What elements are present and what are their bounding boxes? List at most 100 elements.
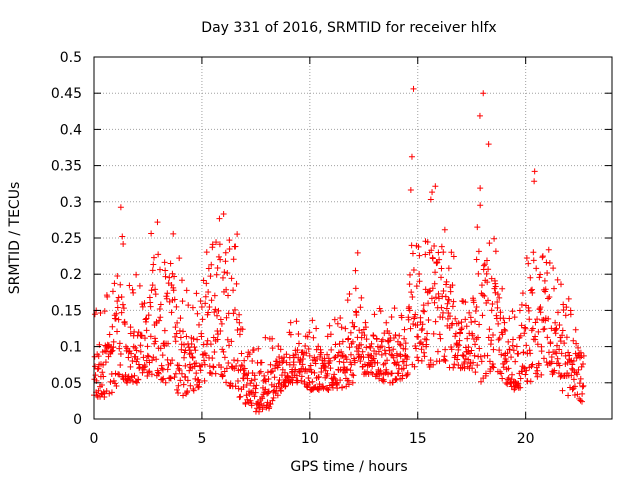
- data-point: [425, 300, 432, 307]
- data-point: [351, 359, 358, 366]
- data-point: [402, 346, 409, 353]
- data-point: [199, 316, 206, 323]
- data-point: [117, 350, 124, 357]
- data-point: [170, 287, 177, 294]
- data-point: [496, 335, 503, 342]
- data-point: [397, 342, 404, 349]
- data-point: [378, 343, 385, 350]
- data-point: [489, 300, 496, 307]
- data-point: [259, 395, 266, 402]
- data-point: [133, 379, 140, 386]
- data-point: [327, 357, 334, 364]
- data-point: [207, 341, 214, 348]
- data-point: [209, 241, 216, 248]
- data-point: [221, 368, 228, 375]
- data-point: [546, 259, 553, 266]
- data-point: [348, 361, 355, 368]
- data-point: [303, 350, 310, 357]
- data-point: [258, 359, 265, 366]
- data-point: [568, 372, 575, 379]
- data-point: [265, 375, 272, 382]
- data-point: [99, 369, 106, 376]
- data-point: [107, 378, 114, 385]
- data-point: [406, 281, 413, 288]
- data-point: [328, 346, 335, 353]
- data-point: [354, 249, 361, 256]
- data-point: [113, 383, 120, 390]
- data-point: [167, 360, 174, 367]
- data-point: [501, 319, 508, 326]
- data-point: [139, 303, 146, 310]
- data-point: [434, 348, 441, 355]
- data-point: [546, 294, 553, 301]
- data-point: [226, 237, 233, 244]
- data-point: [172, 324, 179, 331]
- data-point: [269, 345, 276, 352]
- data-point: [571, 383, 578, 390]
- data-point: [192, 347, 199, 354]
- data-point: [356, 327, 363, 334]
- data-point: [219, 274, 226, 281]
- data-point: [183, 333, 190, 340]
- data-point: [147, 303, 154, 310]
- data-point: [476, 112, 483, 119]
- data-point: [509, 342, 516, 349]
- data-point: [203, 280, 210, 287]
- data-point: [475, 248, 482, 255]
- data-point: [450, 364, 457, 371]
- data-point: [326, 322, 333, 329]
- data-point: [216, 241, 223, 248]
- data-point: [394, 359, 401, 366]
- data-point: [104, 293, 111, 300]
- data-point: [232, 243, 239, 250]
- data-point: [551, 367, 558, 374]
- data-point: [258, 400, 265, 407]
- data-point: [143, 327, 150, 334]
- data-point: [100, 361, 107, 368]
- data-point: [442, 346, 449, 353]
- data-point: [277, 387, 284, 394]
- y-tick-label: 0.25: [51, 231, 82, 247]
- data-point: [373, 336, 380, 343]
- data-point: [139, 369, 146, 376]
- data-point: [306, 329, 313, 336]
- data-point: [431, 299, 438, 306]
- data-point: [109, 323, 116, 330]
- data-point: [193, 360, 200, 367]
- data-point: [193, 370, 200, 377]
- data-point: [253, 382, 260, 389]
- data-point: [412, 345, 419, 352]
- data-point: [284, 373, 291, 380]
- data-point: [425, 317, 432, 324]
- data-point: [116, 340, 123, 347]
- data-point: [577, 354, 584, 361]
- data-point: [162, 273, 169, 280]
- data-point: [382, 350, 389, 357]
- data-point: [188, 341, 195, 348]
- data-point: [531, 168, 538, 175]
- data-point: [246, 351, 253, 358]
- data-point: [499, 375, 506, 382]
- data-point: [173, 303, 180, 310]
- data-point: [226, 342, 233, 349]
- data-point: [112, 380, 119, 387]
- data-point: [338, 348, 345, 355]
- data-point: [510, 336, 517, 343]
- data-point: [109, 347, 116, 354]
- data-point: [334, 379, 341, 386]
- data-point: [167, 375, 174, 382]
- data-point: [241, 370, 248, 377]
- data-point: [448, 346, 455, 353]
- scatter-points: [91, 85, 587, 415]
- data-point: [145, 312, 152, 319]
- data-point: [542, 286, 549, 293]
- data-point: [418, 357, 425, 364]
- data-point: [256, 408, 263, 415]
- data-point: [388, 351, 395, 358]
- data-point: [211, 309, 218, 316]
- data-point: [413, 283, 420, 290]
- data-point: [95, 365, 102, 372]
- data-point: [324, 333, 331, 340]
- data-point: [204, 337, 211, 344]
- data-point: [537, 271, 544, 278]
